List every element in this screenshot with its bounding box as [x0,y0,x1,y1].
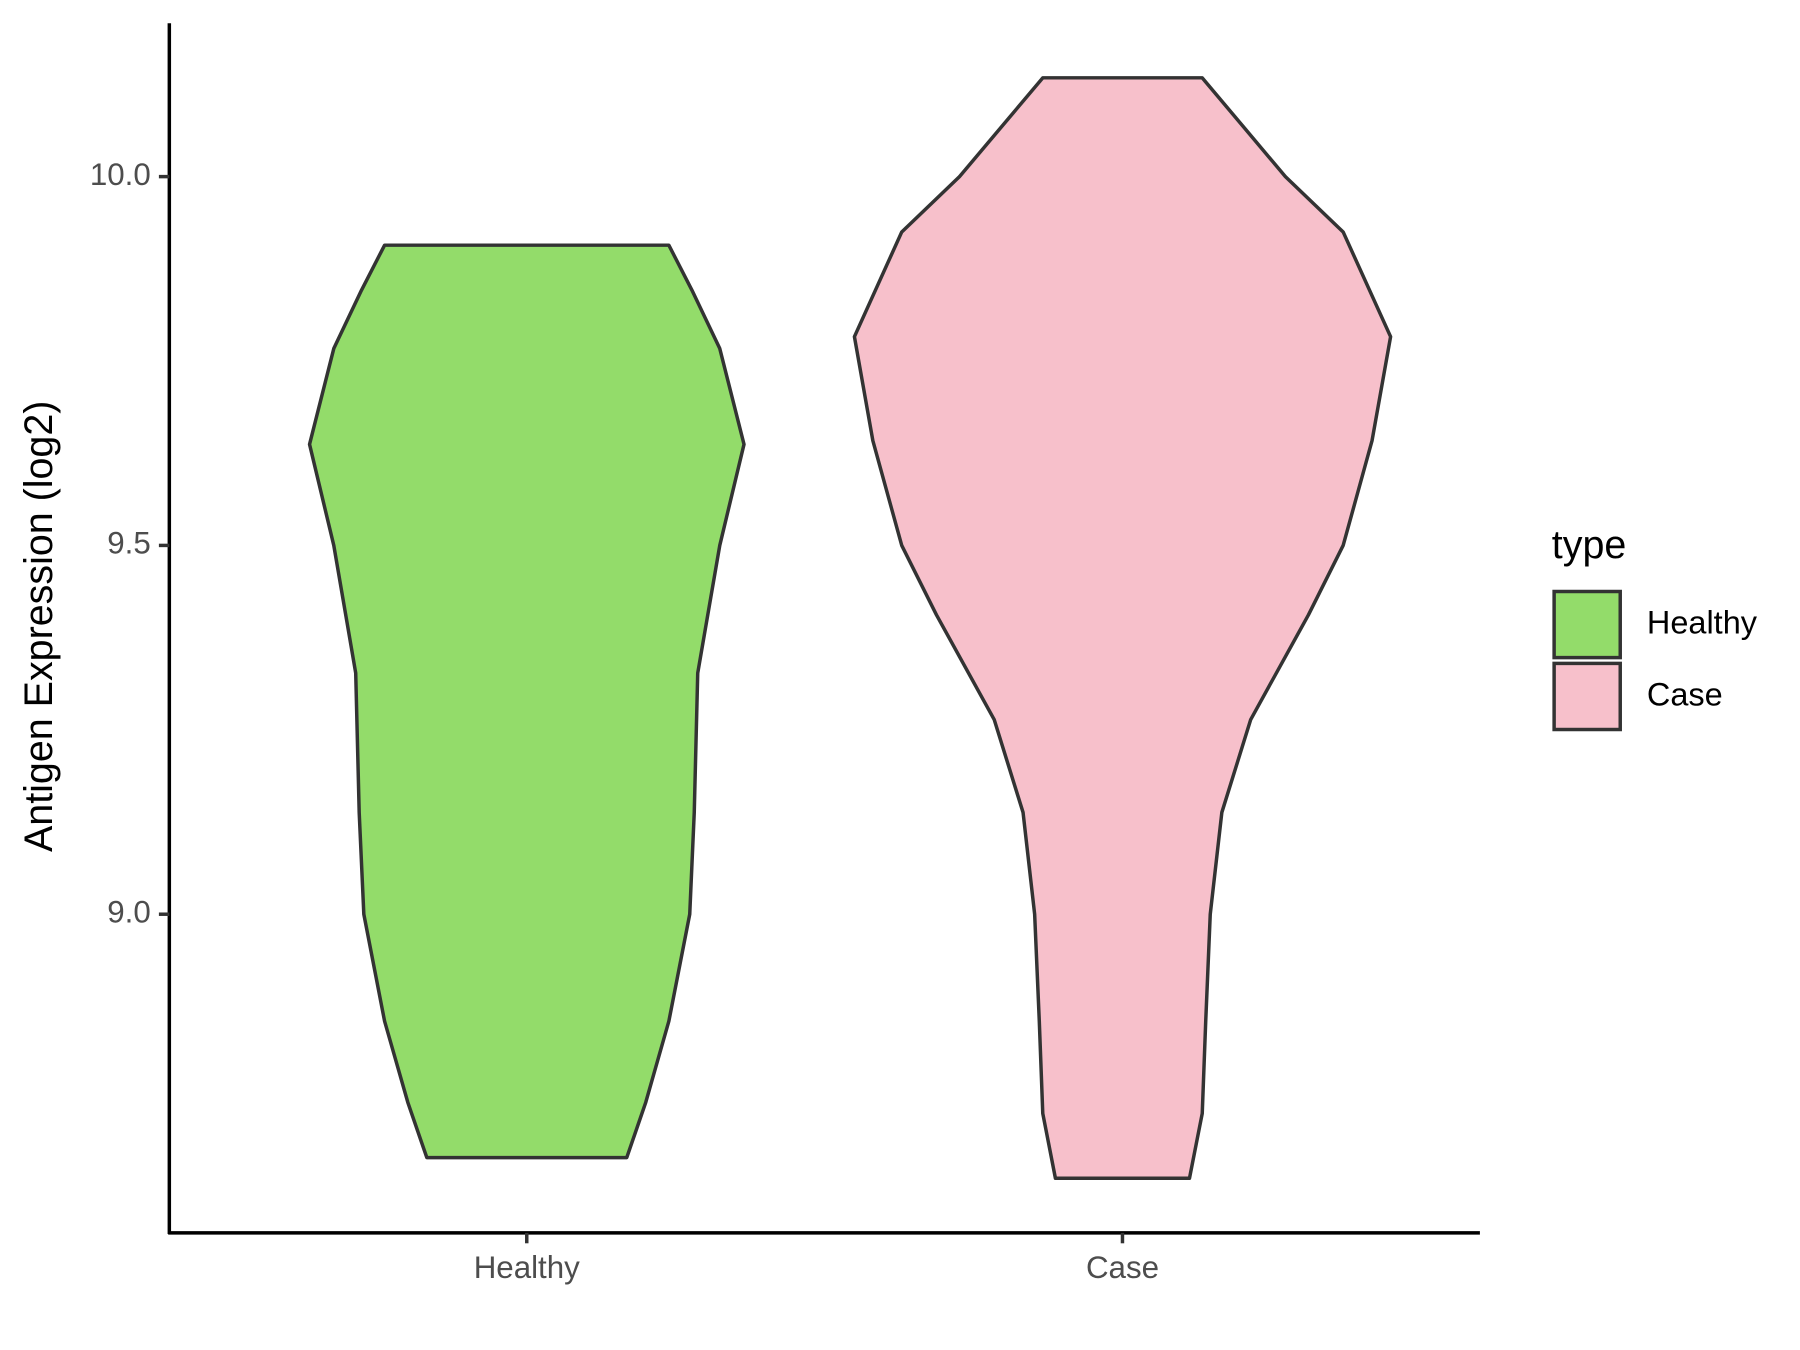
legend-label: Healthy [1647,605,1758,641]
legend-key [1552,661,1622,732]
y-axis-label: Antigen Expression (log2) [17,401,61,852]
x-tick-label: Case [1086,1250,1159,1285]
y-tick-label: 9.0 [107,894,151,929]
x-tick-label: Healthy [474,1250,580,1285]
legend-key [1552,589,1622,660]
legend-title: type [1552,523,1627,567]
legend-label: Case [1647,677,1723,713]
y-tick-label: 9.5 [107,526,151,561]
y-tick-label: 10.0 [90,157,151,192]
violin [852,76,1393,1180]
violin [307,243,746,1160]
